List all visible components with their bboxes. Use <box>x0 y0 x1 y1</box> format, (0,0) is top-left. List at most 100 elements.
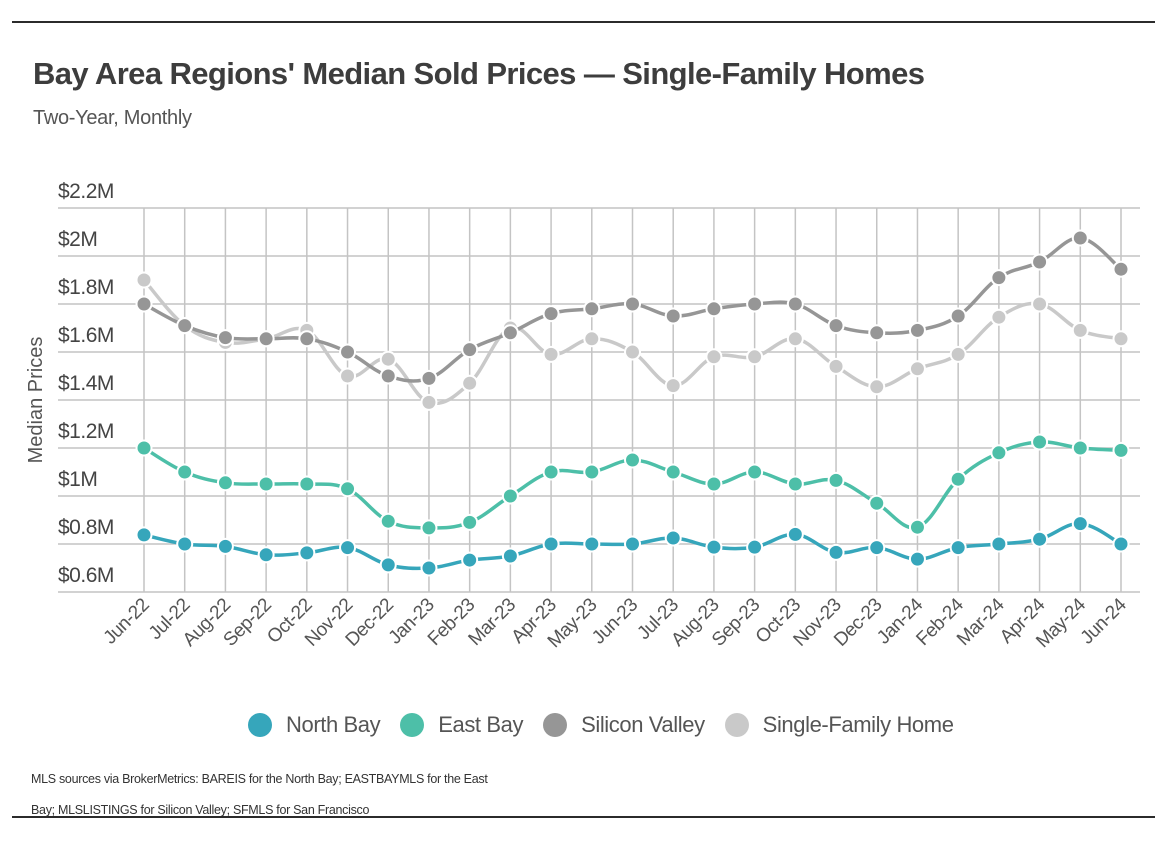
legend: North Bay East Bay Silicon Valley Single-Fa… <box>248 712 974 738</box>
data-point <box>664 529 682 547</box>
data-point <box>583 535 601 553</box>
data-point <box>339 539 357 557</box>
data-point <box>949 539 967 557</box>
data-point <box>827 471 845 489</box>
x-tick-label: Mar-23 <box>465 595 520 650</box>
data-point <box>298 544 316 562</box>
data-point <box>461 551 479 569</box>
data-point <box>827 357 845 375</box>
series-group <box>135 229 1130 577</box>
legend-swatch <box>400 713 425 737</box>
legend-label: Silicon Valley <box>581 712 705 737</box>
data-point <box>379 350 397 368</box>
data-point <box>135 526 153 544</box>
x-tick-label: Jun-23 <box>588 595 642 649</box>
chart-title: Bay Area Regions' Median Sold Prices — S… <box>33 56 925 91</box>
y-tick-label: $1.2M <box>58 420 114 443</box>
data-point <box>786 295 804 313</box>
data-point <box>461 341 479 359</box>
data-point <box>949 345 967 363</box>
data-point <box>583 330 601 348</box>
data-point <box>664 307 682 325</box>
series-east-bay <box>135 433 1130 537</box>
y-axis-label: Median Prices <box>25 337 47 464</box>
data-point <box>786 475 804 493</box>
legend-swatch <box>248 713 272 737</box>
data-point <box>786 330 804 348</box>
data-point <box>1071 229 1089 247</box>
data-point <box>501 487 519 505</box>
legend-label: East Bay <box>438 712 524 737</box>
legend-swatch <box>724 713 749 737</box>
data-point <box>746 463 764 481</box>
data-point <box>542 463 560 481</box>
data-point <box>298 475 316 493</box>
data-point <box>339 343 357 361</box>
data-point <box>908 518 926 536</box>
data-point <box>1071 515 1089 533</box>
data-point <box>216 474 234 492</box>
data-point <box>908 321 926 339</box>
data-point <box>461 513 479 531</box>
data-point <box>990 269 1008 287</box>
data-point <box>868 378 886 396</box>
y-tick-label: $1M <box>58 468 97 491</box>
data-point <box>339 367 357 385</box>
x-tick-label: Mar-24 <box>953 594 1009 650</box>
data-point <box>624 451 641 469</box>
data-point <box>135 295 153 313</box>
y-tick-label: $1.4M <box>58 372 114 395</box>
data-point <box>664 377 682 395</box>
data-point <box>298 330 316 348</box>
legend-item-east-bay: East Bay <box>400 712 523 738</box>
data-point <box>624 343 641 361</box>
legend-item-silicon-valley: Silicon Valley <box>543 712 705 738</box>
data-point <box>949 307 967 325</box>
data-point <box>420 559 438 577</box>
data-point <box>257 475 275 493</box>
y-tick-label: $2M <box>58 228 97 251</box>
data-point <box>216 329 234 347</box>
data-point <box>542 345 560 363</box>
data-point <box>1031 295 1049 313</box>
data-point <box>583 463 601 481</box>
data-point <box>868 494 886 512</box>
data-point <box>501 547 519 565</box>
data-point <box>257 330 275 348</box>
data-point <box>176 463 194 481</box>
data-point <box>1112 260 1130 278</box>
bottom-rule <box>12 816 1155 818</box>
data-point <box>257 546 275 564</box>
data-point <box>379 367 397 385</box>
legend-swatch <box>543 713 568 737</box>
data-point <box>420 519 438 537</box>
data-point <box>501 324 519 342</box>
data-point <box>827 543 845 561</box>
data-point <box>461 374 479 392</box>
data-point <box>176 535 194 553</box>
chart-subtitle: Two-Year, Monthly <box>33 107 192 129</box>
data-point <box>1071 439 1089 457</box>
y-tick-label: $0.8M <box>58 516 114 539</box>
data-point <box>705 475 723 493</box>
data-point <box>746 538 764 556</box>
data-point <box>583 300 601 318</box>
data-point <box>705 538 723 556</box>
data-point <box>990 535 1008 553</box>
legend-item-single-family-home: Single-Family Home <box>724 712 954 738</box>
data-point <box>868 324 886 342</box>
data-point <box>746 348 764 366</box>
series-north-bay <box>135 515 1130 577</box>
data-point <box>827 317 845 335</box>
data-point <box>176 317 194 335</box>
y-tick-label: $1.8M <box>58 276 114 299</box>
data-point <box>542 535 560 553</box>
data-point <box>705 348 723 366</box>
data-point <box>1112 441 1130 459</box>
x-axis-ticks: Jun-22Jul-22Aug-22Sep-22Oct-22Nov-22Dec-… <box>100 594 1131 652</box>
y-tick-label: $1.6M <box>58 324 114 347</box>
data-point <box>379 556 397 574</box>
top-rule <box>12 21 1155 23</box>
data-point <box>216 537 234 555</box>
series-silicon-valley <box>135 229 1130 387</box>
